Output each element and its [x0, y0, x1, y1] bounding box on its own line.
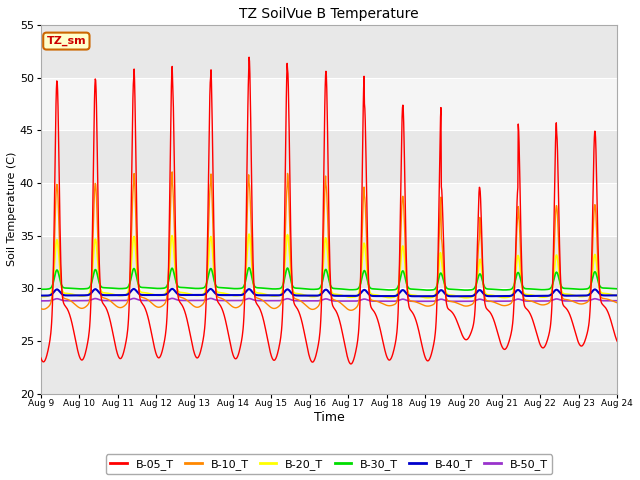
Bar — [41, 236, 617, 288]
Bar — [41, 130, 617, 183]
Bar — [41, 288, 617, 341]
Text: TZ_sm: TZ_sm — [47, 36, 86, 46]
Bar — [41, 341, 617, 394]
Title: TZ SoilVue B Temperature: TZ SoilVue B Temperature — [239, 7, 419, 21]
X-axis label: Time: Time — [314, 411, 344, 424]
Bar — [41, 183, 617, 236]
Legend: B-05_T, B-10_T, B-20_T, B-30_T, B-40_T, B-50_T: B-05_T, B-10_T, B-20_T, B-30_T, B-40_T, … — [106, 455, 552, 474]
Bar — [41, 78, 617, 130]
Y-axis label: Soil Temperature (C): Soil Temperature (C) — [7, 152, 17, 266]
Bar — [41, 25, 617, 78]
